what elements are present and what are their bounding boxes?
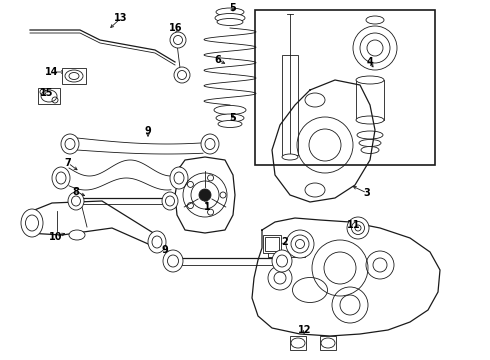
Ellipse shape: [357, 131, 383, 139]
Ellipse shape: [25, 215, 39, 231]
Bar: [320, 336, 336, 350]
Ellipse shape: [174, 172, 184, 184]
Ellipse shape: [361, 147, 379, 153]
Ellipse shape: [291, 338, 305, 348]
Ellipse shape: [163, 250, 183, 272]
Ellipse shape: [205, 139, 215, 149]
Ellipse shape: [201, 134, 219, 154]
Ellipse shape: [68, 192, 84, 210]
Bar: [263, 235, 281, 253]
Ellipse shape: [52, 167, 70, 189]
Ellipse shape: [218, 121, 242, 127]
Text: 13: 13: [114, 13, 128, 23]
Ellipse shape: [174, 67, 190, 83]
Text: 5: 5: [230, 113, 236, 123]
Ellipse shape: [216, 8, 244, 16]
Text: 16: 16: [169, 23, 183, 33]
Text: 5: 5: [230, 3, 236, 13]
Ellipse shape: [170, 32, 186, 48]
Ellipse shape: [359, 140, 381, 147]
Ellipse shape: [356, 116, 384, 124]
Ellipse shape: [173, 36, 182, 45]
Ellipse shape: [295, 239, 304, 248]
Text: 7: 7: [65, 158, 72, 168]
Ellipse shape: [276, 255, 288, 267]
Ellipse shape: [214, 105, 246, 114]
Ellipse shape: [286, 230, 314, 258]
Text: 2: 2: [282, 237, 289, 247]
Text: 6: 6: [215, 55, 221, 65]
Ellipse shape: [61, 134, 79, 154]
Ellipse shape: [166, 196, 174, 206]
Ellipse shape: [65, 139, 75, 149]
Ellipse shape: [355, 225, 361, 231]
Ellipse shape: [321, 338, 335, 348]
Ellipse shape: [347, 217, 369, 239]
Bar: [62, 68, 86, 84]
Ellipse shape: [69, 230, 85, 240]
Ellipse shape: [366, 16, 384, 24]
Ellipse shape: [72, 196, 80, 206]
Ellipse shape: [56, 172, 66, 184]
Ellipse shape: [356, 76, 384, 84]
Ellipse shape: [177, 71, 187, 80]
Text: 10: 10: [49, 232, 63, 242]
Circle shape: [199, 189, 211, 201]
Ellipse shape: [217, 18, 243, 26]
Ellipse shape: [69, 72, 79, 80]
Text: 14: 14: [45, 67, 59, 77]
Bar: [255, 10, 435, 165]
Ellipse shape: [168, 255, 178, 267]
Ellipse shape: [21, 209, 43, 237]
Ellipse shape: [291, 235, 309, 253]
Ellipse shape: [148, 231, 166, 253]
Text: 12: 12: [298, 325, 312, 335]
Bar: [265, 237, 279, 251]
Bar: [356, 80, 384, 120]
Text: 15: 15: [40, 88, 54, 98]
Text: 9: 9: [162, 245, 169, 255]
Text: 1: 1: [204, 202, 210, 212]
Text: 11: 11: [347, 220, 361, 230]
Ellipse shape: [272, 250, 292, 272]
Ellipse shape: [41, 90, 57, 102]
Bar: [38, 88, 60, 104]
Text: 4: 4: [367, 57, 373, 67]
Ellipse shape: [351, 221, 365, 234]
Text: 3: 3: [364, 188, 370, 198]
Ellipse shape: [170, 167, 188, 189]
Ellipse shape: [216, 114, 244, 122]
Bar: [282, 55, 298, 155]
Ellipse shape: [162, 192, 178, 210]
Text: 8: 8: [73, 187, 79, 197]
Ellipse shape: [152, 236, 162, 248]
Ellipse shape: [215, 14, 245, 23]
Text: 9: 9: [145, 126, 151, 136]
Ellipse shape: [282, 154, 298, 160]
Bar: [290, 336, 306, 350]
Ellipse shape: [65, 70, 83, 82]
